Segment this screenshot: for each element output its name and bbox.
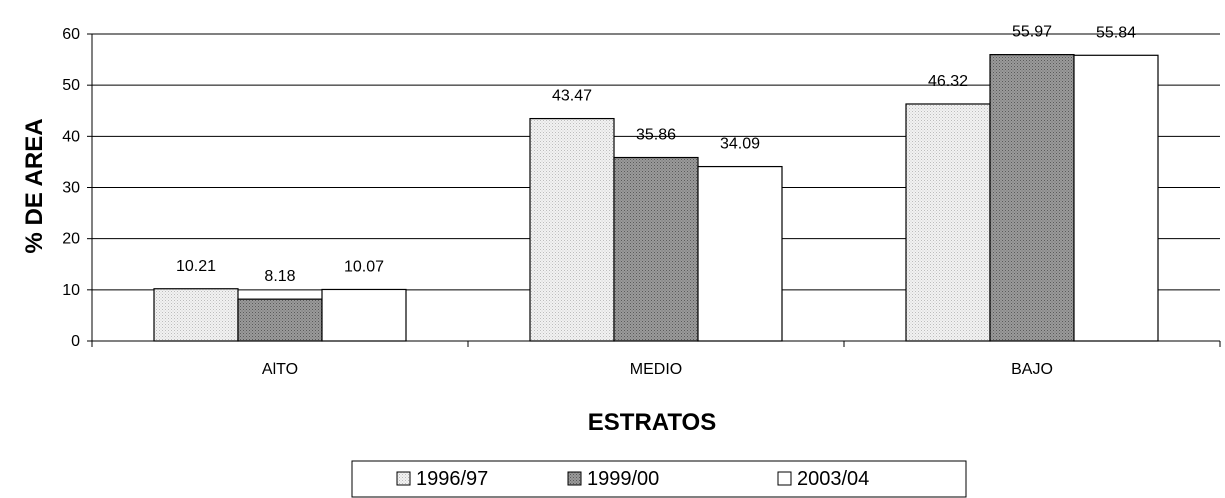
bar-1999-00-alto [237,298,323,342]
bar-1999-00-bajo [989,54,1075,342]
bar-2003-04-bajo [1073,54,1159,342]
bar-1996-97-medio [529,117,615,342]
x-tick-label: BAJO [1011,361,1053,378]
legend-swatch [777,471,792,486]
x-axis: AlTO MEDIO BAJO [91,340,1221,378]
bar-1996-97-bajo [905,103,991,342]
y-tick-label: 20 [62,231,80,248]
data-label: 35.86 [636,127,676,144]
data-label: 43.47 [552,88,592,105]
bars [153,54,1159,342]
bar-1999-00-medio [613,156,699,342]
y-axis: 0 10 20 30 40 50 60 [62,26,93,350]
y-tick-label: 10 [62,282,80,299]
x-tick-label: MEDIO [630,361,682,378]
bar-2003-04-medio [697,165,783,342]
y-tick-label: 30 [62,180,80,197]
data-label: 55.84 [1096,24,1136,41]
y-tick-label: 50 [62,77,80,94]
y-tick-label: 60 [62,26,80,43]
data-label: 10.21 [176,258,216,275]
data-label: 10.07 [344,258,384,275]
data-label: 46.32 [928,73,968,90]
bar-1996-97-alto [153,288,239,342]
x-tick-label: AlTO [262,361,298,378]
legend-swatch [567,471,582,486]
y-tick-label: 0 [71,333,80,350]
data-label: 8.18 [264,268,295,285]
legend-label: 1999/00 [587,468,659,490]
legend-swatch [396,471,411,486]
data-labels: 10.21 8.18 10.07 43.47 35.86 34.09 46.32 55.97 5… [176,24,1136,286]
legend: 1996/97 1999/00 2003/04 [351,460,967,498]
data-label: 34.09 [720,136,760,153]
x-axis-title: ESTRATOS [588,409,716,436]
y-axis-title: % DE AREA [21,118,48,253]
legend-label: 2003/04 [797,468,869,490]
y-tick-label: 40 [62,128,80,145]
bar-2003-04-alto [321,288,407,342]
data-label: 55.97 [1012,24,1052,41]
legend-frame [351,460,967,498]
legend-label: 1996/97 [416,468,488,490]
